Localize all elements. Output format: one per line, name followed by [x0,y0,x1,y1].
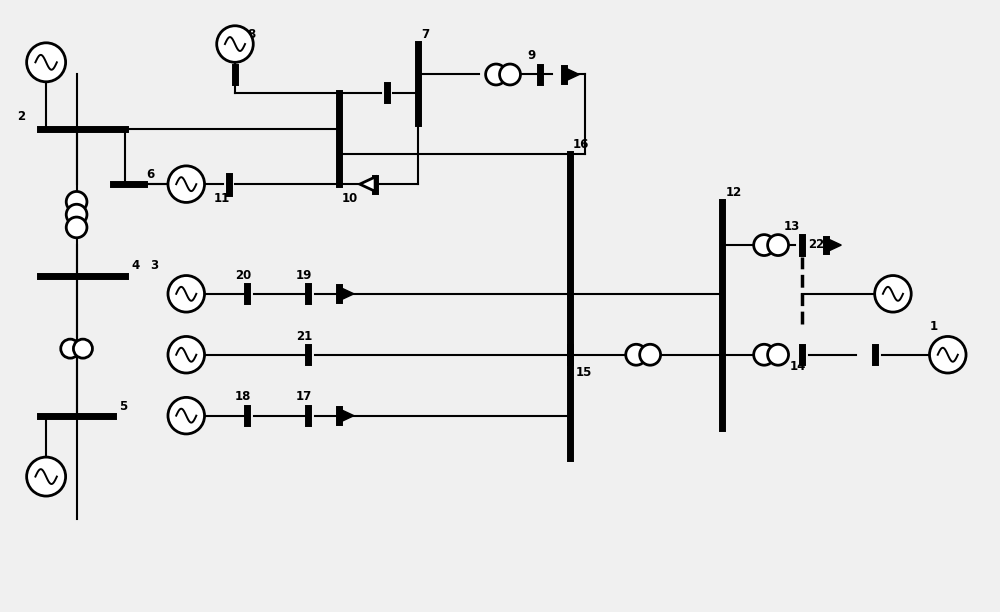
Text: 15: 15 [576,366,593,379]
Polygon shape [564,67,579,81]
Text: 20: 20 [235,269,251,282]
Text: 4: 4 [131,259,140,272]
Text: 18: 18 [235,390,251,403]
Circle shape [640,345,661,365]
Text: 19: 19 [296,269,312,282]
Text: 3: 3 [150,259,158,272]
Circle shape [754,234,775,256]
Circle shape [875,275,911,312]
Circle shape [486,64,507,85]
Circle shape [27,457,66,496]
Text: 12: 12 [725,187,742,200]
Text: 10: 10 [342,193,358,206]
Circle shape [27,43,66,82]
Circle shape [61,339,80,358]
Text: 11: 11 [214,193,230,206]
Circle shape [168,275,205,312]
Circle shape [168,337,205,373]
Circle shape [66,217,87,238]
Circle shape [66,204,87,225]
Text: 5: 5 [119,400,127,412]
Text: 7: 7 [421,28,429,41]
Circle shape [168,166,205,203]
Text: 13: 13 [783,220,800,233]
Polygon shape [360,177,375,192]
Circle shape [217,26,253,62]
Text: 1: 1 [930,321,938,334]
Polygon shape [826,238,841,252]
Text: 14: 14 [789,360,806,373]
Text: 22: 22 [808,238,824,251]
Circle shape [768,345,789,365]
Circle shape [768,234,789,256]
Text: 16: 16 [573,138,589,151]
Text: 8: 8 [247,28,255,41]
Text: 9: 9 [527,50,536,62]
Circle shape [66,192,87,212]
Circle shape [73,339,92,358]
Circle shape [754,345,775,365]
Circle shape [930,337,966,373]
Circle shape [500,64,520,85]
Text: 6: 6 [147,168,155,181]
Polygon shape [339,408,354,423]
Polygon shape [339,286,354,301]
Circle shape [626,345,647,365]
Circle shape [168,397,205,434]
Text: 21: 21 [296,329,312,343]
Text: 2: 2 [17,110,25,123]
Text: 17: 17 [296,390,312,403]
